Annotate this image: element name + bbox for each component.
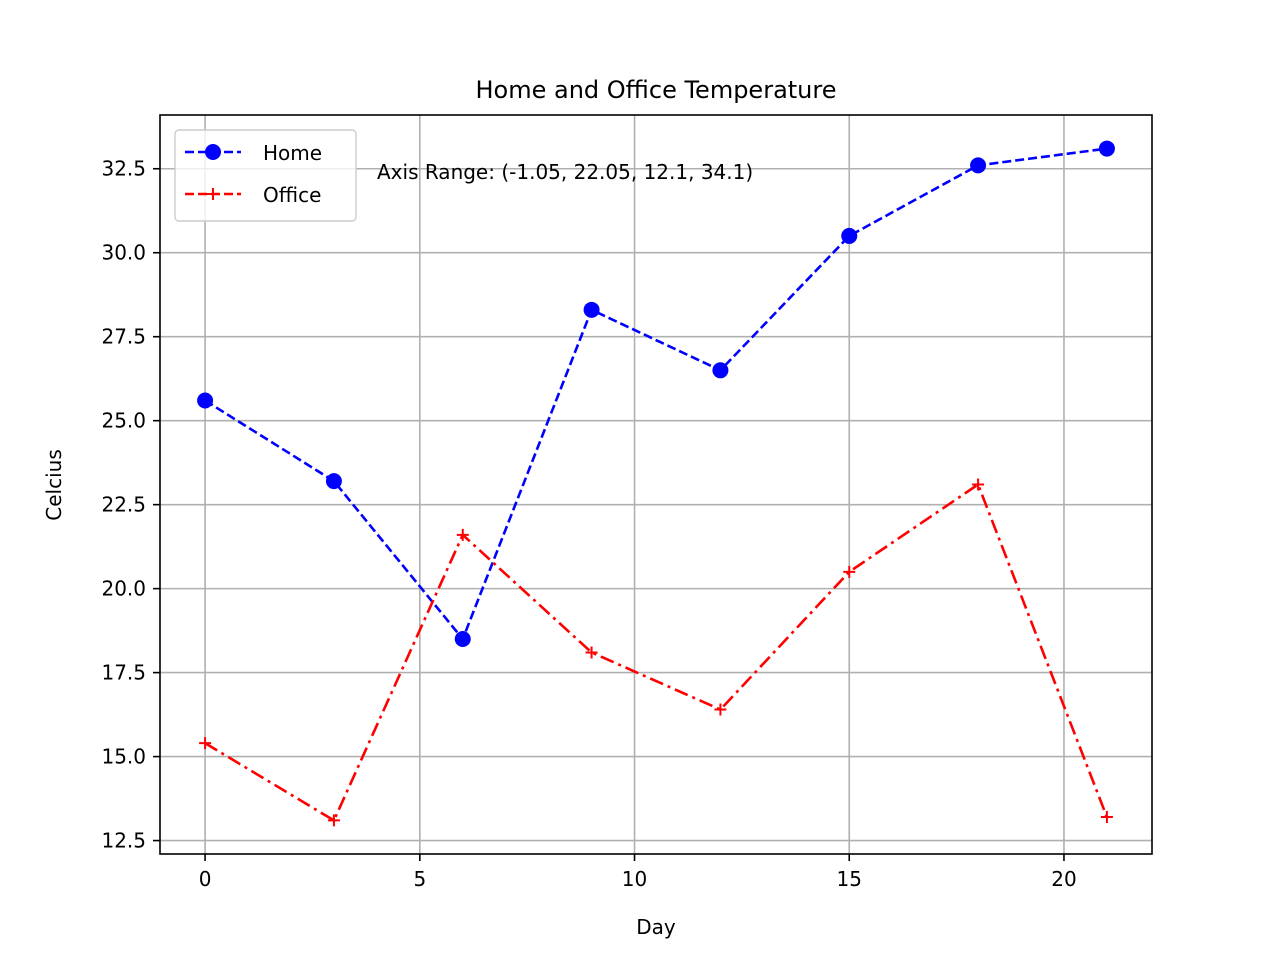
axis-range-annotation: Axis Range: (-1.05, 22.05, 12.1, 34.1) — [377, 160, 753, 184]
y-tick-label: 17.5 — [101, 661, 146, 685]
data-point-office — [714, 703, 727, 716]
y-tick-label: 22.5 — [101, 493, 146, 517]
data-point-office — [199, 737, 212, 750]
x-tick-label: 20 — [1051, 867, 1076, 891]
y-tick-label: 27.5 — [101, 325, 146, 349]
legend-entry-office: Office — [185, 183, 321, 207]
series-line-office — [204, 483, 1109, 822]
legend-marker-home — [205, 144, 221, 160]
data-point-office — [972, 478, 985, 491]
legend-label-home: Home — [263, 141, 322, 165]
data-point-home — [841, 227, 858, 244]
data-point-home — [454, 631, 471, 648]
data-point-office — [585, 646, 598, 659]
series-line-home — [204, 147, 1108, 641]
x-tick-label: 0 — [199, 867, 212, 891]
x-axis-label: Day — [636, 915, 676, 939]
y-tick-label: 25.0 — [101, 409, 146, 433]
legend: Home Office — [174, 129, 357, 222]
y-tick-label: 32.5 — [101, 157, 146, 181]
legend-label-office: Office — [263, 183, 321, 207]
data-point-home — [583, 301, 600, 318]
series-layer — [197, 140, 1115, 827]
data-point-home — [1098, 140, 1115, 157]
data-point-office — [843, 565, 856, 578]
data-point-office — [327, 814, 340, 827]
x-tick-label: 15 — [837, 867, 862, 891]
chart-title: Home and Office Temperature — [476, 76, 837, 104]
legend-marker-office — [207, 188, 219, 200]
y-tick-label: 15.0 — [101, 745, 146, 769]
y-axis-label: Celcius — [42, 449, 66, 520]
data-point-home — [325, 473, 342, 490]
data-point-office — [456, 528, 469, 541]
y-tick-label: 12.5 — [101, 829, 146, 853]
legend-entry-home: Home — [185, 141, 322, 165]
plot-frame — [159, 114, 1153, 855]
x-tick-label: 10 — [622, 867, 647, 891]
data-point-home — [970, 157, 987, 174]
data-point-office — [1100, 811, 1113, 824]
y-tick-label: 20.0 — [101, 577, 146, 601]
data-point-home — [197, 392, 214, 409]
tick-layer: 0 5 10 15 20 12.5 15.0 17.5 20.0 22.5 25.0 27.5 30.0… — [101, 157, 1076, 891]
data-point-home — [712, 362, 729, 379]
x-tick-label: 5 — [413, 867, 426, 891]
y-tick-label: 30.0 — [101, 241, 146, 265]
